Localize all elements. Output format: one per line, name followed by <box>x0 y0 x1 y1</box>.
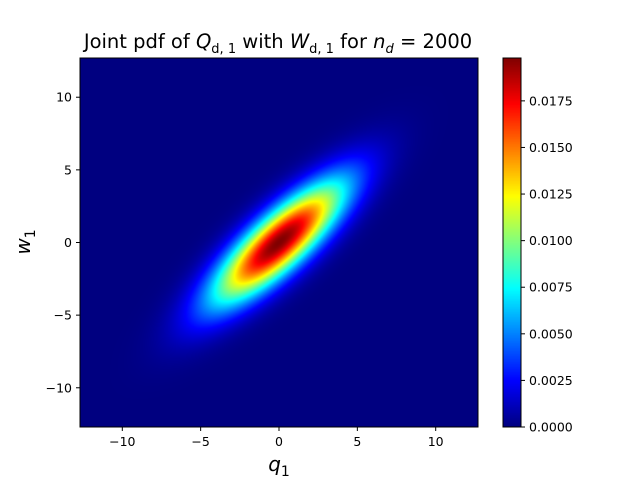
colorbar-axis: 0.0000 0.0025 0.0050 0.0075 0.0100 0.0125 0.01… <box>521 93 573 435</box>
title-n-sub: d <box>386 42 395 57</box>
y-axis-label: w1 <box>11 229 39 254</box>
colorbar-gradient <box>503 58 521 427</box>
x-label-sub: 1 <box>281 464 290 480</box>
x-tick-label: −5 <box>191 434 209 449</box>
colorbar-tick-label: 0.0050 <box>529 326 573 341</box>
title-n-var: n <box>373 30 385 53</box>
title-q-sub: d, 1 <box>211 42 236 57</box>
chart-title: Joint pdf of Qd, 1 with Wd, 1 for nd = 2… <box>82 30 472 57</box>
x-axis-label: q1 <box>268 452 290 480</box>
colorbar-tick-label: 0.0025 <box>529 373 573 388</box>
colorbar-tick-label: 0.0100 <box>529 233 573 248</box>
y-label-sub: 1 <box>23 229 39 238</box>
heatmap-image <box>80 58 478 427</box>
x-axis: −10 −5 0 5 10 <box>109 427 444 449</box>
y-tick-label: 0 <box>64 235 72 250</box>
y-tick-label: −5 <box>54 308 72 323</box>
y-tick-label: 5 <box>64 162 72 177</box>
title-mid: with <box>236 30 290 53</box>
x-tick-label: −10 <box>109 434 135 449</box>
colorbar-tick-label: 0.0125 <box>529 187 573 202</box>
colorbar-tick-label: 0.0175 <box>529 93 573 108</box>
title-w-sub: d, 1 <box>309 42 334 57</box>
title-post: for <box>334 30 373 53</box>
x-tick-label: 0 <box>275 434 283 449</box>
x-tick-label: 5 <box>353 434 361 449</box>
colorbar-tick-label: 0.0000 <box>529 420 573 435</box>
colorbar-frame <box>502 57 522 428</box>
colorbar-tick-label: 0.0150 <box>529 140 573 155</box>
title-n-val: = 2000 <box>394 30 472 53</box>
title-q-var: Q <box>196 30 211 53</box>
x-tick-label: 10 <box>428 434 444 449</box>
title-w-var: W <box>290 30 310 53</box>
x-label-var: q <box>268 452 281 476</box>
y-tick-label: −10 <box>46 380 72 395</box>
y-axis: −10 −5 0 5 10 <box>46 90 80 395</box>
y-tick-label: 10 <box>56 90 72 105</box>
title-prefix: Joint pdf of <box>82 30 196 53</box>
y-label-var: w <box>11 238 35 255</box>
colorbar-tick-label: 0.0075 <box>529 280 573 295</box>
